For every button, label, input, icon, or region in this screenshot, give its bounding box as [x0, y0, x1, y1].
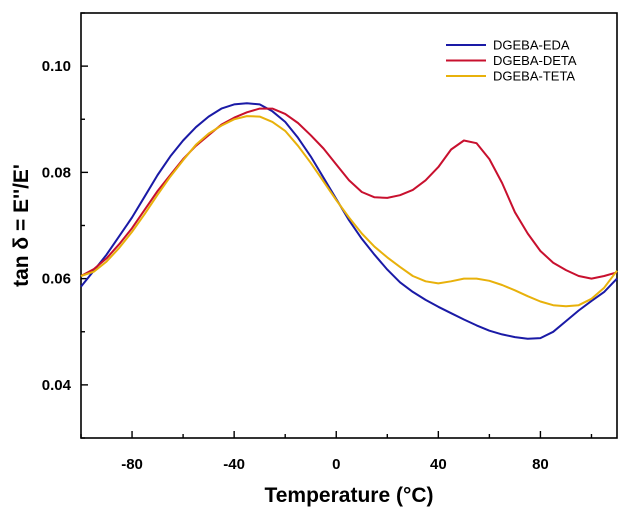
y-axis: 0.04 0.06 0.08 0.10 — [42, 12, 88, 439]
y-tick-label: 0.08 — [42, 164, 71, 181]
x-axis-title: Temperature (°C) — [264, 484, 433, 507]
series-lines — [80, 102, 618, 340]
legend-label: DGEBA-TETA — [493, 69, 575, 84]
x-tick-label: -80 — [121, 456, 143, 473]
y-tick-label: 0.06 — [42, 271, 71, 288]
y-tick-label: 0.04 — [42, 377, 72, 394]
series-line-dgeba-deta — [80, 107, 618, 280]
x-tick-label: 0 — [332, 456, 340, 473]
series-line-dgeba-eda — [80, 102, 618, 340]
x-tick-label: -40 — [223, 456, 245, 473]
y-axis-title: tan δ = E''/E' — [10, 164, 33, 287]
legend-label: DGEBA-EDA — [493, 38, 570, 53]
legend-label: DGEBA-DETA — [493, 53, 577, 68]
y-tick-label: 0.10 — [42, 58, 71, 75]
series-line-dgeba-teta — [80, 115, 618, 308]
x-tick-label: 40 — [430, 456, 447, 473]
x-axis: -80 -40 0 40 80 — [80, 431, 593, 473]
x-tick-label: 80 — [532, 456, 549, 473]
